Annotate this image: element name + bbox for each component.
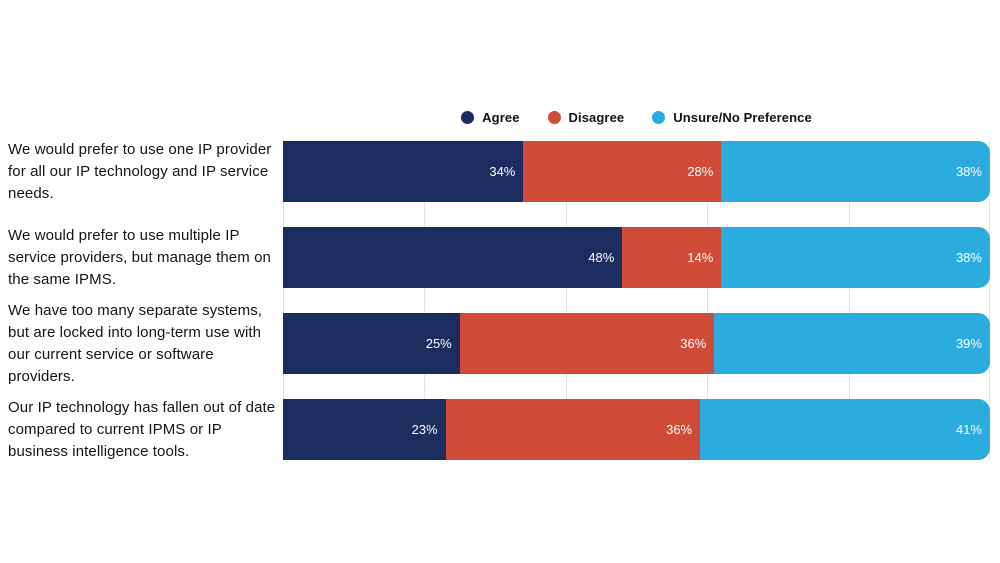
category-label: We would prefer to use one IP provider f… (8, 141, 277, 202)
plot-area: 34% 28% 38% 48% 14% 38% 25% 36% 39% 23% 36% 41% (283, 141, 990, 460)
bar-value-label: 34% (489, 164, 516, 179)
bar-value-label: 41% (955, 422, 982, 437)
stacked-bar-chart: We would prefer to use one IP provider f… (8, 141, 990, 460)
bar-segment: 25% (283, 313, 460, 374)
category-label: Our IP technology has fallen out of date… (8, 399, 277, 460)
category-labels: We would prefer to use one IP provider f… (8, 141, 283, 460)
legend-label: Unsure/No Preference (673, 109, 812, 125)
legend-swatch-icon (461, 110, 475, 124)
bar-segment: 38% (721, 141, 990, 202)
bar-value-label: 39% (955, 336, 982, 351)
bar-value-label: 38% (955, 250, 982, 265)
category-label: We would prefer to use multiple IP servi… (8, 227, 277, 288)
bar-segment: 36% (445, 399, 701, 460)
bar-row: 34% 28% 38% (283, 141, 990, 202)
bar-row: 23% 36% 41% (283, 399, 990, 460)
legend-swatch-icon (652, 110, 666, 124)
bar-value-label: 25% (425, 336, 452, 351)
category-label-text: We would prefer to use multiple IP servi… (8, 226, 271, 288)
bar-segment: 41% (700, 399, 990, 460)
gridline (424, 141, 426, 460)
gridline (283, 141, 284, 460)
bar-segment: 28% (523, 141, 722, 202)
bar-row: 25% 36% 39% (283, 313, 990, 374)
legend-swatch-icon (547, 110, 561, 124)
legend-item: Agree (461, 110, 519, 125)
bar-value-label: 23% (411, 422, 438, 437)
bar-segment: 14% (622, 227, 722, 288)
legend: Agree Disagree Unsure/No Preference (283, 109, 990, 125)
category-label-text: Our IP technology has fallen out of date… (8, 398, 276, 460)
gridline (707, 141, 709, 460)
legend-label: Disagree (568, 109, 625, 125)
bar-value-label: 14% (687, 250, 714, 265)
bar-value-label: 36% (666, 422, 693, 437)
gridline (565, 141, 567, 460)
bar-value-label: 38% (955, 164, 982, 179)
category-label-text: We would prefer to use one IP provider f… (8, 140, 272, 202)
bar-value-label: 48% (588, 250, 615, 265)
bar-segment: 23% (283, 399, 446, 460)
legend-item: Unsure/No Preference (652, 110, 812, 125)
bar-segment: 48% (283, 227, 623, 288)
bar-value-label: 36% (680, 336, 707, 351)
legend-item: Disagree (547, 109, 625, 125)
category-label-text: We have too many separate systems, but a… (8, 301, 263, 385)
category-label: We have too many separate systems, but a… (8, 302, 277, 385)
gridline (848, 141, 850, 460)
bar-row: 48% 14% 38% (283, 227, 990, 288)
bar-segment: 39% (714, 313, 990, 374)
bar-segment: 36% (459, 313, 715, 374)
bar-segment: 38% (721, 227, 990, 288)
gridline (989, 141, 990, 460)
gridlines (283, 141, 990, 460)
bar-value-label: 28% (687, 164, 714, 179)
bars: 34% 28% 38% 48% 14% 38% 25% 36% 39% 23% 36% 41% (283, 141, 990, 460)
legend-label: Agree (482, 109, 520, 125)
bar-segment: 34% (283, 141, 524, 202)
